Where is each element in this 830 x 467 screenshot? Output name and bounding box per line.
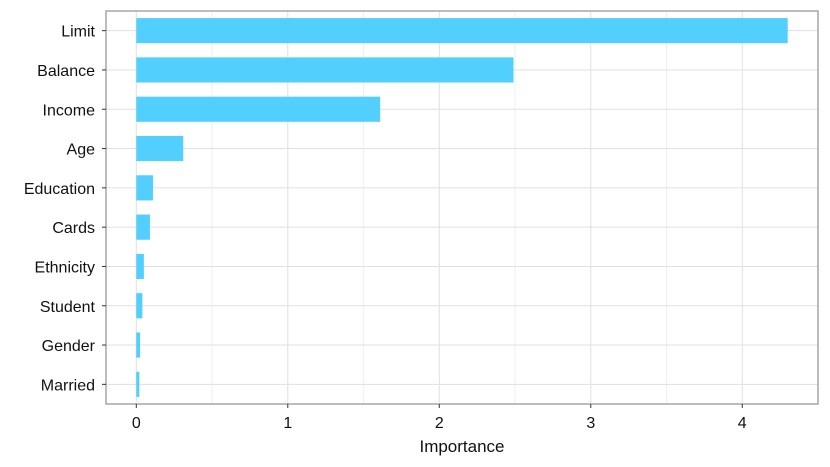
x-tick-label: 1 — [283, 415, 292, 432]
bar-age — [136, 135, 184, 162]
bar-income — [136, 96, 381, 122]
x-tick-label: 2 — [435, 415, 444, 432]
x-tick-label: 4 — [738, 415, 747, 432]
x-tick-label: 3 — [586, 415, 595, 432]
y-tick-label: Married — [41, 377, 95, 394]
bar-balance — [136, 57, 514, 83]
y-tick-label: Ethnicity — [35, 259, 95, 276]
y-tick-label: Student — [40, 299, 96, 316]
y-tick-label: Age — [67, 142, 96, 159]
bar-education — [136, 175, 153, 201]
y-tick-label: Education — [24, 181, 95, 198]
y-tick-labels: Limit Balance Income Age Education Cards Ethni… — [24, 24, 106, 394]
y-tick-label: Income — [43, 102, 96, 119]
bars — [136, 18, 788, 397]
bar-married — [136, 371, 140, 397]
bar-cards — [136, 214, 150, 240]
x-tick-labels: 0 1 2 3 4 — [132, 404, 747, 432]
y-tick-label: Cards — [52, 220, 95, 237]
bar-ethnicity — [136, 253, 144, 280]
x-tick-label: 0 — [132, 415, 141, 432]
y-tick-label: Limit — [61, 24, 95, 41]
y-tick-label: Gender — [42, 338, 96, 355]
bar-student — [136, 293, 143, 319]
bar-limit — [136, 18, 788, 44]
x-axis-title: Importance — [419, 437, 504, 456]
y-tick-label: Balance — [37, 63, 95, 80]
bar-gender — [136, 332, 141, 358]
plot-frame — [105, 10, 819, 405]
